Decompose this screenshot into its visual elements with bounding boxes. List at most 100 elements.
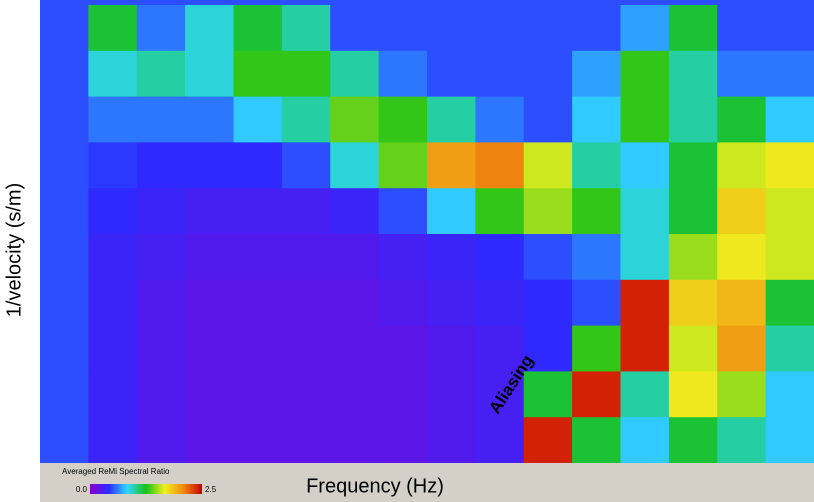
heatmap-cell bbox=[620, 96, 670, 143]
heatmap-cell bbox=[330, 371, 380, 418]
heatmap-cell bbox=[40, 142, 89, 189]
heatmap-cell bbox=[717, 50, 767, 98]
heatmap-cell bbox=[620, 50, 670, 98]
heatmap-cell bbox=[233, 279, 283, 327]
heatmap-cell bbox=[572, 96, 621, 143]
heatmap-cell bbox=[88, 234, 138, 281]
heatmap-cell bbox=[620, 5, 670, 52]
heatmap-cell bbox=[765, 279, 814, 327]
heatmap-cell bbox=[330, 50, 380, 98]
heatmap-cell bbox=[765, 417, 814, 464]
heatmap-cell bbox=[281, 188, 331, 235]
heatmap-cell bbox=[330, 325, 380, 372]
heatmap-cell bbox=[88, 50, 138, 98]
heatmap-cell bbox=[765, 325, 814, 372]
heatmap-cell bbox=[475, 96, 525, 143]
heatmap-cell bbox=[330, 5, 380, 52]
heatmap-cell bbox=[88, 96, 138, 143]
heatmap-cell bbox=[330, 96, 380, 143]
heatmap-cell bbox=[330, 188, 380, 235]
heatmap-cell bbox=[572, 234, 621, 281]
heatmap-cell bbox=[136, 96, 186, 143]
heatmap-cell bbox=[717, 188, 767, 235]
heatmap-cell bbox=[136, 50, 186, 98]
heatmap-cell bbox=[40, 188, 89, 235]
heatmap-cell bbox=[668, 417, 718, 464]
heatmap-cell bbox=[572, 325, 621, 372]
heatmap-cell bbox=[281, 50, 331, 98]
heatmap-cell bbox=[185, 96, 234, 143]
x-axis-label: Frequency (Hz) bbox=[306, 475, 444, 497]
heatmap-cell bbox=[88, 325, 138, 372]
heatmap-cell bbox=[523, 188, 573, 235]
heatmap-cell bbox=[765, 188, 814, 235]
heatmap-cell bbox=[523, 371, 573, 418]
heatmap-cell bbox=[281, 142, 331, 189]
heatmap-cell bbox=[40, 234, 89, 281]
heatmap-cell bbox=[330, 142, 380, 189]
heatmap-cell bbox=[620, 417, 670, 464]
colorbar-tick-label: 0.0 bbox=[76, 485, 88, 494]
heatmap-cell bbox=[281, 279, 331, 327]
y-axis-label: 1/velocity (s/m) bbox=[3, 183, 25, 317]
heatmap-cell bbox=[136, 142, 186, 189]
heatmap-cell bbox=[572, 50, 621, 98]
heatmap-cell bbox=[620, 325, 670, 372]
heatmap-cell bbox=[378, 234, 428, 281]
heatmap-cell bbox=[668, 50, 718, 98]
heatmap-cell bbox=[233, 188, 283, 235]
heatmap-cell bbox=[40, 417, 89, 464]
heatmap-cell bbox=[620, 371, 670, 418]
heatmap-cell bbox=[668, 96, 718, 143]
heatmap-cell bbox=[620, 234, 670, 281]
heatmap-cell bbox=[765, 96, 814, 143]
heatmap-cell bbox=[427, 5, 476, 52]
heatmap-cell bbox=[572, 279, 621, 327]
heatmap-cell bbox=[378, 5, 428, 52]
heatmap-cell bbox=[281, 96, 331, 143]
heatmap-cell bbox=[40, 50, 89, 98]
heatmap-cell bbox=[233, 325, 283, 372]
heatmap-cell bbox=[40, 371, 89, 418]
heatmap-cell bbox=[281, 234, 331, 281]
heatmap-cell bbox=[717, 371, 767, 418]
heatmap-cell bbox=[378, 188, 428, 235]
heatmap-cell bbox=[427, 371, 476, 418]
heatmap-cell bbox=[185, 50, 234, 98]
heatmap-cell bbox=[620, 279, 670, 327]
heatmap-cell bbox=[427, 96, 476, 143]
heatmap-cell bbox=[572, 142, 621, 189]
heatmap-cell bbox=[427, 279, 476, 327]
heatmap-cell bbox=[136, 417, 186, 464]
heatmap-cell bbox=[523, 279, 573, 327]
heatmap-cell bbox=[185, 234, 234, 281]
heatmap-cell bbox=[136, 279, 186, 327]
heatmap-cell bbox=[668, 371, 718, 418]
heatmap-cell bbox=[233, 50, 283, 98]
footer-panel bbox=[40, 463, 814, 502]
heatmap-cell bbox=[717, 279, 767, 327]
heatmap-cell bbox=[765, 371, 814, 418]
heatmap-cell bbox=[523, 417, 573, 464]
heatmap-cell bbox=[475, 371, 525, 418]
heatmap-cell bbox=[717, 325, 767, 372]
heatmap-cell bbox=[378, 417, 428, 464]
heatmap-cell bbox=[475, 5, 525, 52]
heatmap-cell bbox=[765, 234, 814, 281]
heatmap-cell bbox=[620, 188, 670, 235]
heatmap-cell bbox=[330, 279, 380, 327]
heatmap-cell bbox=[523, 50, 573, 98]
heatmap-cell bbox=[572, 5, 621, 52]
heatmap-cell bbox=[475, 325, 525, 372]
heatmap-cell bbox=[378, 142, 428, 189]
heatmap-cell bbox=[88, 279, 138, 327]
heatmap-cell bbox=[185, 142, 234, 189]
heatmap-cell bbox=[523, 5, 573, 52]
heatmap-cell bbox=[233, 96, 283, 143]
heatmap-cell bbox=[136, 325, 186, 372]
heatmap-cell bbox=[523, 96, 573, 143]
heatmap-cell bbox=[233, 417, 283, 464]
heatmap-cell bbox=[88, 5, 138, 52]
heatmap-cell bbox=[378, 50, 428, 98]
